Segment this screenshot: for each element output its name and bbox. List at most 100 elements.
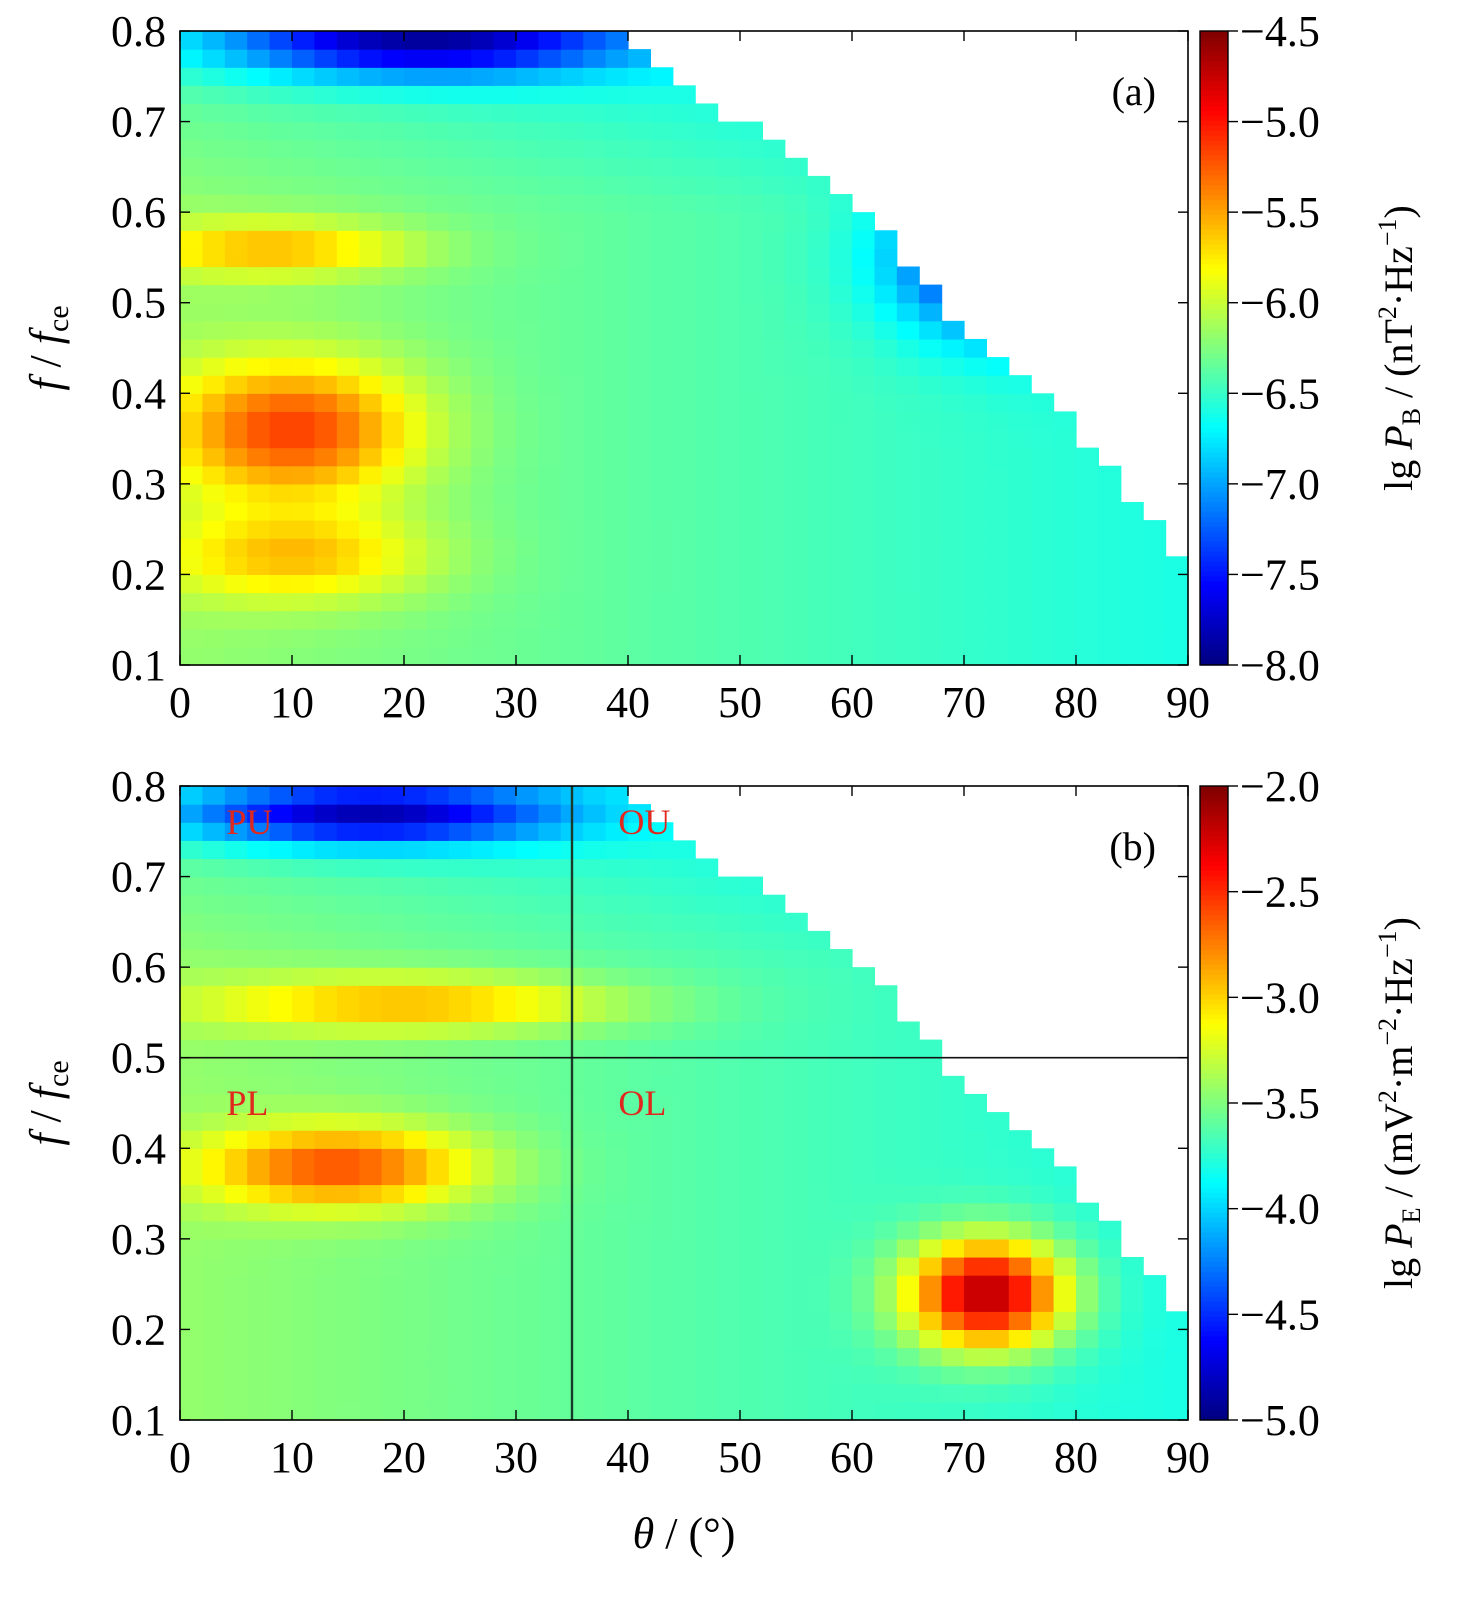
heatmap-cell [448, 1311, 472, 1331]
heatmap-cell [359, 804, 383, 823]
heatmap-cell [605, 949, 629, 968]
heatmap-cell [202, 31, 226, 50]
heatmap-cell [762, 1365, 786, 1385]
heatmap-cell [1053, 429, 1077, 449]
heatmap-cell [538, 1021, 562, 1041]
colorbar-tick-label: −7.5 [1240, 550, 1320, 599]
colorbar-segment [1200, 442, 1228, 448]
heatmap-cell [807, 1202, 831, 1222]
heatmap-cell [336, 912, 360, 932]
heatmap-cell [874, 1347, 898, 1367]
colorbar-segment [1200, 402, 1228, 409]
heatmap-cell [695, 1166, 719, 1186]
colorbar-segment [1200, 800, 1228, 807]
heatmap-cell [381, 1112, 405, 1131]
heatmap-cell [583, 556, 607, 576]
heatmap-cell [269, 501, 293, 521]
heatmap-cell [695, 1311, 719, 1331]
heatmap-cell [493, 157, 517, 177]
heatmap-cell [784, 538, 808, 557]
heatmap-cell [896, 429, 920, 449]
heatmap-cell [336, 592, 360, 612]
heatmap-cell [448, 1383, 472, 1403]
heatmap-cell [247, 1238, 271, 1258]
heatmap-cell [516, 628, 539, 648]
heatmap-cell [807, 357, 831, 376]
heatmap-cell [448, 1166, 472, 1186]
heatmap-cell [426, 357, 450, 376]
colorbar-segment [1200, 1068, 1228, 1074]
heatmap-cell [941, 393, 965, 412]
heatmap-cell [202, 1275, 226, 1294]
heatmap-cell [269, 1275, 293, 1294]
heatmap-cell [829, 248, 853, 268]
heatmap-cell [292, 1220, 315, 1240]
heatmap-cell [314, 338, 338, 358]
heatmap-cell [807, 1039, 831, 1059]
heatmap-cell [717, 1347, 741, 1367]
heatmap-cell [180, 375, 203, 394]
heatmap-cell [224, 949, 248, 968]
heatmap-cell [807, 501, 831, 521]
heatmap-cell [583, 31, 607, 50]
heatmap-cell [1053, 1166, 1077, 1186]
heatmap-cell [807, 302, 831, 322]
heatmap-cell [829, 1021, 853, 1041]
heatmap-cell [381, 1184, 405, 1204]
heatmap-cell [448, 1148, 472, 1167]
heatmap-cell [493, 592, 517, 612]
heatmap-cell [516, 320, 539, 340]
heatmap-cell [314, 1202, 338, 1222]
heatmap-cell [628, 175, 651, 195]
heatmap-cell [852, 646, 875, 666]
heatmap-cell [269, 858, 293, 878]
heatmap-cell [426, 393, 450, 412]
heatmap-cell [224, 393, 248, 412]
heatmap-cell [605, 121, 629, 141]
heatmap-cell [583, 876, 607, 896]
heatmap-cell [628, 1075, 651, 1095]
x-tick-label: 30 [494, 678, 538, 727]
heatmap-cell [247, 1347, 271, 1367]
heatmap-cell [404, 139, 427, 159]
heatmap-cell [829, 302, 853, 322]
heatmap-cell [672, 248, 696, 268]
heatmap-cell [471, 1293, 495, 1312]
heatmap-cell [1143, 1383, 1167, 1403]
heatmap-cell [628, 1401, 651, 1421]
heatmap-cell [852, 1003, 875, 1023]
colorbar-segment [1200, 214, 1228, 220]
heatmap-cell [784, 501, 808, 521]
heatmap-cell [650, 139, 674, 159]
heatmap-cell [628, 1057, 651, 1077]
heatmap-cell [650, 628, 674, 648]
heatmap-cell [516, 1311, 539, 1331]
heatmap-cell [717, 1112, 741, 1131]
heatmap-cell [1076, 1238, 1099, 1258]
heatmap-cell [292, 284, 315, 304]
heatmap-cell [292, 876, 315, 896]
heatmap-cell [852, 248, 875, 268]
heatmap-cell [740, 1039, 763, 1059]
heatmap-cell [807, 429, 831, 449]
colorbar-segment [1200, 1043, 1228, 1050]
heatmap-cell [919, 375, 943, 394]
heatmap-cell [493, 1329, 517, 1349]
heatmap-cell [784, 375, 808, 394]
heatmap-cell [224, 465, 248, 485]
heatmap-cell [314, 411, 338, 431]
colorbar-segment [1200, 929, 1228, 936]
heatmap-cell [717, 465, 741, 485]
heatmap-cell [269, 520, 293, 539]
heatmap-cell [292, 1293, 315, 1312]
heatmap-cell [1098, 538, 1122, 557]
heatmap-cell [538, 1220, 562, 1240]
heatmap-cell [1008, 447, 1032, 467]
heatmap-cell [672, 1383, 696, 1403]
heatmap-cell [448, 1293, 472, 1312]
heatmap-cell [560, 248, 584, 268]
heatmap-cell [314, 175, 338, 195]
heatmap-cell [426, 175, 450, 195]
heatmap-cell [941, 447, 965, 467]
heatmap-cell [695, 1057, 719, 1077]
